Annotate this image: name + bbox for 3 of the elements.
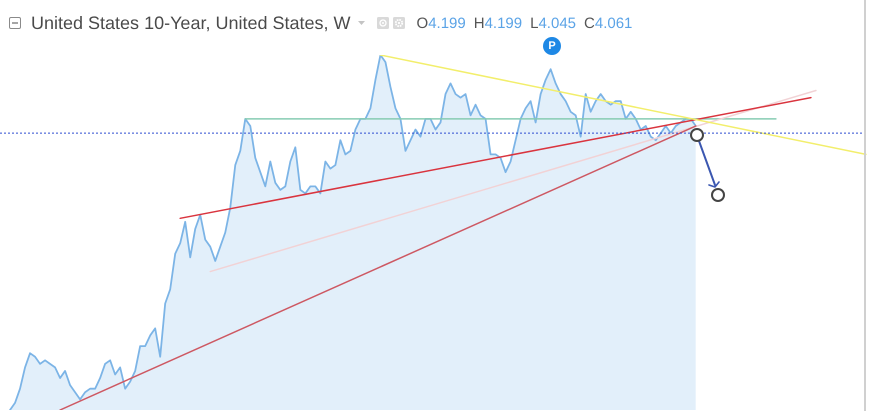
chart-title: United States 10-Year, United States, W	[31, 12, 351, 34]
chart-subtitle: O4.199 H4.199 L4.045 C4.061	[416, 14, 632, 32]
badge-icon: P	[543, 37, 561, 55]
